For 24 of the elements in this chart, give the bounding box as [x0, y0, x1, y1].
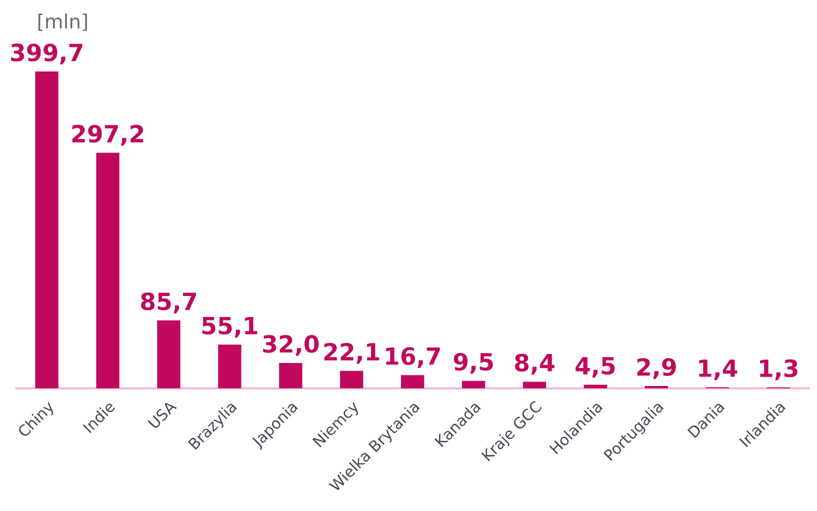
data-label: 297,2	[72, 124, 144, 146]
bar	[96, 152, 120, 388]
data-label: 22,1	[324, 342, 380, 364]
data-label: 1,3	[760, 359, 798, 380]
bar	[401, 375, 424, 388]
data-label: 399,7	[11, 44, 82, 64]
data-label: 9,5	[454, 352, 493, 374]
bar	[279, 362, 302, 388]
bar	[340, 370, 364, 388]
y-axis-title: [mln]	[38, 14, 87, 31]
bar	[35, 72, 58, 388]
bar	[462, 380, 486, 388]
data-label: 2,9	[637, 358, 676, 379]
data-label: 55,1	[202, 317, 258, 338]
data-label: 8,4	[515, 354, 554, 375]
data-label: 16,7	[386, 347, 440, 368]
data-label: 32,0	[263, 335, 319, 356]
bar	[157, 320, 180, 388]
x-tick-label: USA	[148, 400, 178, 430]
data-label: 4,5	[576, 357, 615, 378]
bar	[522, 382, 546, 388]
data-label: 1,4	[699, 360, 738, 380]
bar	[218, 344, 242, 388]
data-label: 85,7	[141, 292, 196, 314]
